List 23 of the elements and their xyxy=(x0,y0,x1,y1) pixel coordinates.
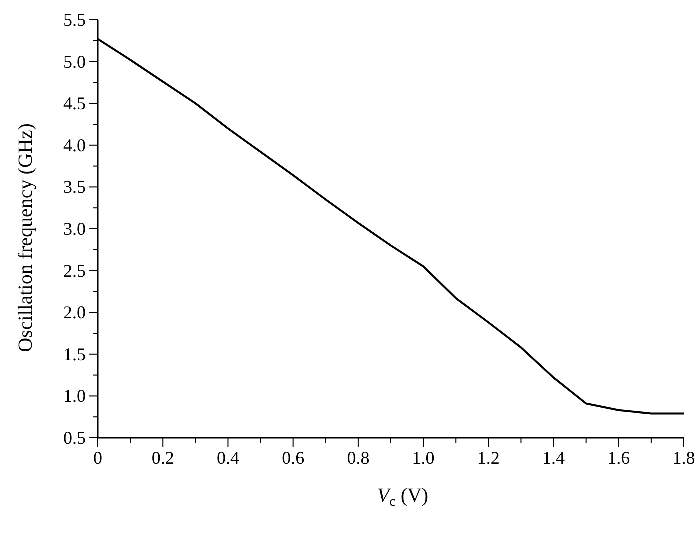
x-tick-label: 0.8 xyxy=(347,448,370,468)
x-tick-label: 0 xyxy=(94,448,102,468)
y-tick-label: 2.0 xyxy=(64,302,86,323)
x-tick-label: 1.6 xyxy=(608,448,630,468)
y-tick-label: 2.5 xyxy=(64,260,86,281)
x-tick-label: 1.2 xyxy=(477,448,500,468)
y-axis-title: Oscillation frequency (GHz) xyxy=(15,124,37,352)
y-tick-label: 3.5 xyxy=(64,177,86,198)
y-tick-label: 0.5 xyxy=(64,428,86,448)
y-tick-label: 1.0 xyxy=(64,386,86,406)
x-tick-label: 1.0 xyxy=(412,448,435,468)
x-tick-label: 0.2 xyxy=(152,448,174,468)
x-tick-label: 0.4 xyxy=(216,448,240,468)
y-tick-label: 5.0 xyxy=(64,52,86,72)
x-tick-label: 0.6 xyxy=(282,448,305,468)
y-tick-label: 1.5 xyxy=(64,344,86,364)
x-axis-title: V$_{c}$ (V) xyxy=(377,485,429,510)
y-tick-label: 3.0 xyxy=(64,219,86,239)
y-tick-label: 4.0 xyxy=(64,135,86,156)
y-tick-label: 5.5 xyxy=(64,10,86,30)
x-tick-label: 1.8 xyxy=(672,448,696,468)
y-tick-label: 4.5 xyxy=(64,94,86,114)
x-tick-label: 1.4 xyxy=(542,448,566,468)
